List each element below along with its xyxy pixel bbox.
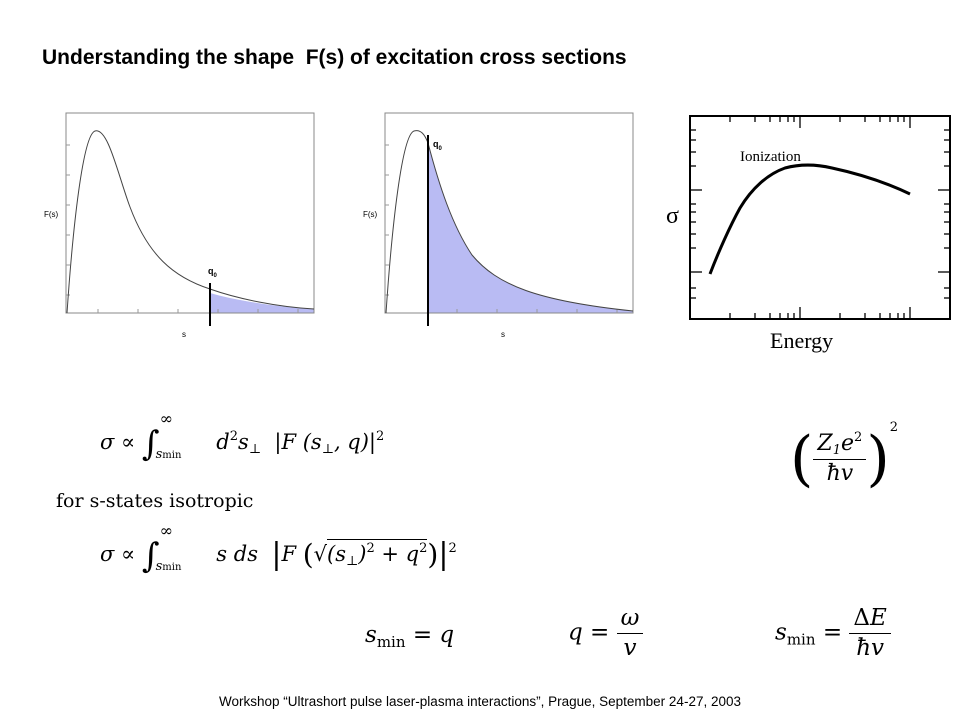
y-axis-label-middle: F(s) <box>363 210 378 219</box>
ionization-curve <box>708 163 911 275</box>
smin-equals-q: smin = q <box>365 622 455 651</box>
cross-section-integral-2: σ ∝ ∫ ∞ smin s ds |F (√(s⊥)2 + q2)|2 <box>100 521 457 576</box>
s-states-text: for s-states isotropic <box>56 490 254 512</box>
fs-plot-middle: F(s) s q0 <box>363 112 634 339</box>
prefactor-formula: (Z1e2 ħv)2 <box>790 420 899 494</box>
x-axis-label-left: s <box>182 330 186 339</box>
fs-curve-left <box>66 130 315 314</box>
cross-section-integral-1: σ ∝ ∫ ∞ smin d2s⊥ |F (s⊥, q)|2 <box>100 409 385 464</box>
shaded-area-left <box>210 285 314 313</box>
ionization-plot: Ionization σ Energy <box>666 115 951 353</box>
fs-plot-left: F(s) s q0 <box>44 112 315 339</box>
ionization-label: Ionization <box>740 149 801 165</box>
fs-curve-middle <box>385 130 634 314</box>
sigma-axis-label: σ <box>666 203 679 229</box>
slide-title: Understanding the shape F(s) of excitati… <box>42 46 627 69</box>
shaded-area-middle <box>428 143 633 313</box>
smin-equals-deltaE-over-hbar-v: smin = ΔE ħv <box>775 604 891 663</box>
q0-label-left: q0 <box>208 266 218 279</box>
x-axis-label-middle: s <box>501 330 505 339</box>
slide-footer: Workshop “Ultrashort pulse laser-plasma … <box>218 694 741 709</box>
q0-label-middle: q0 <box>433 139 443 152</box>
energy-axis-label: Energy <box>770 328 833 353</box>
y-axis-label-left: F(s) <box>44 210 59 219</box>
